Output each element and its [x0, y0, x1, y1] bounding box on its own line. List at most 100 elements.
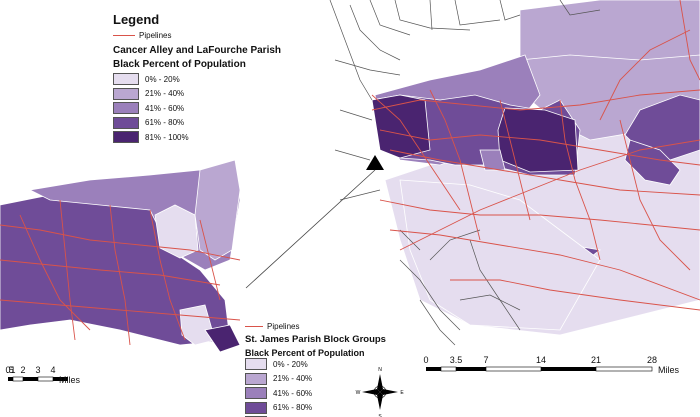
- inset-legend-class-label: 61% - 80%: [273, 403, 313, 412]
- legend-class-swatch: [113, 87, 139, 100]
- inset-legend-class-swatch: [245, 372, 267, 385]
- inset-legend-class-row: 41% - 60%: [245, 387, 312, 399]
- inset-region-medium-east: [194, 159, 241, 261]
- locator-pointer-line: [245, 169, 376, 289]
- inset-legend-class-row: 61% - 80%: [245, 401, 313, 414]
- inset-legend-variable-title: Black Percent of Population: [245, 348, 365, 358]
- pipeline-line: [149, 209, 186, 341]
- legend-class-label: 81% - 100%: [145, 132, 189, 142]
- road-line: [339, 189, 381, 201]
- road-line: [559, 0, 601, 16]
- road-line: [429, 0, 433, 31]
- scale-right-tick-label: 14: [535, 355, 547, 365]
- road-line: [469, 239, 521, 331]
- scale-right-tick-label: 0: [423, 355, 429, 365]
- pipeline-line: [0, 259, 221, 286]
- road-line: [399, 229, 421, 251]
- locator-triangle-icon: [366, 155, 384, 170]
- region-east-dark: [624, 94, 700, 161]
- inset-legend-class-row: 0% - 20%: [245, 358, 308, 370]
- scale-right-tick-label: 7: [483, 355, 489, 365]
- road-line: [499, 0, 521, 21]
- legend-class-swatch: [113, 116, 139, 129]
- pipeline-line: [19, 214, 91, 331]
- inset-legend-area-title: St. James Parish Block Groups: [245, 334, 386, 345]
- pipeline-line: [0, 224, 241, 261]
- scale-left-tick-label: 4: [50, 365, 56, 375]
- legend-class-swatch: [113, 102, 139, 114]
- road-network: [329, 0, 601, 346]
- compass-n: N: [378, 367, 382, 373]
- road-line: [459, 294, 521, 311]
- pipeline-line: [379, 199, 700, 231]
- legend-title: Legend: [113, 12, 160, 27]
- road-line: [399, 259, 461, 331]
- pipeline-line: [499, 99, 531, 221]
- legend-variable-title: Black Percent of Population: [113, 59, 246, 70]
- legend-area-title: Cancer Alley and LaFourche Parish: [113, 45, 282, 56]
- legend-class-swatch: [113, 73, 139, 85]
- scale-right-tick-label: 28: [646, 355, 658, 365]
- compass-w: W: [356, 390, 361, 396]
- inset-legend-class-swatch: [245, 358, 267, 370]
- pipeline-line: [450, 279, 700, 311]
- inset-legend-class-swatch: [245, 387, 267, 399]
- scale-left-tick-label: 3: [35, 365, 41, 375]
- legend-class-row: 0% - 20%: [113, 73, 180, 85]
- legend-class-label: 41% - 60%: [145, 103, 185, 113]
- scale-left-unit-label: Miles: [59, 375, 81, 385]
- pipeline-line: [109, 204, 131, 346]
- legend-class-row: 81% - 100%: [113, 131, 189, 143]
- pipeline-line: [379, 129, 700, 166]
- scale-bar-right: [426, 366, 653, 372]
- pipeline-line: [0, 299, 241, 321]
- road-line: [349, 4, 401, 61]
- inset-legend-pipelines-label: Pipelines: [267, 322, 300, 331]
- pipeline-swatch-icon: [245, 326, 263, 327]
- pipeline-line: [679, 0, 700, 81]
- inset-region-light-center: [154, 204, 199, 259]
- compass-s: S: [378, 414, 382, 417]
- legend-class-swatch: [113, 131, 139, 143]
- legend-class-label: 0% - 20%: [145, 74, 180, 84]
- pipeline-line: [199, 219, 221, 301]
- pipeline-swatch-icon: [113, 35, 135, 36]
- road-line: [334, 59, 401, 76]
- scale-right-tick-label: 21: [590, 355, 602, 365]
- legend-pipelines-label: Pipelines: [139, 31, 172, 40]
- scale-left-tick-label: 0: [5, 365, 11, 375]
- inset-legend-class-label: 0% - 20%: [273, 359, 308, 369]
- pipeline-network: [0, 0, 700, 346]
- inset-legend-class-label: 41% - 60%: [273, 388, 313, 398]
- legend-class-label: 21% - 40%: [145, 89, 185, 98]
- inset-legend-class-swatch: [245, 401, 267, 414]
- pipeline-line: [399, 139, 700, 251]
- road-line: [429, 229, 481, 261]
- pipeline-line: [559, 99, 601, 261]
- legend-pipelines-item: Pipelines: [113, 31, 171, 40]
- inset-map: [0, 159, 241, 353]
- pipeline-line: [619, 119, 691, 271]
- pipeline-line: [371, 94, 461, 211]
- scale-left-tick-label: .5: [6, 365, 14, 375]
- region-west-darkest: [371, 94, 431, 159]
- scale-left-tick-label: 1: [10, 365, 16, 375]
- pipeline-line: [389, 149, 700, 196]
- main-map: [371, 0, 700, 336]
- road-line: [334, 149, 371, 161]
- road-line: [419, 299, 456, 346]
- inset-region-dark-south: [204, 324, 241, 353]
- scale-left-tick-label: 2: [20, 365, 26, 375]
- compass-e: E: [400, 390, 404, 396]
- scale-bar-left: [8, 376, 68, 382]
- region-east-corridor-dark: [624, 139, 681, 186]
- region-south-light: [399, 179, 601, 331]
- scale-right-tick-label: 3.5: [449, 355, 463, 365]
- pipeline-line: [371, 89, 700, 111]
- pipeline-line: [59, 199, 76, 341]
- compass-rose-icon: N S E W: [356, 367, 405, 417]
- road-line: [369, 0, 411, 36]
- road-line: [339, 109, 373, 121]
